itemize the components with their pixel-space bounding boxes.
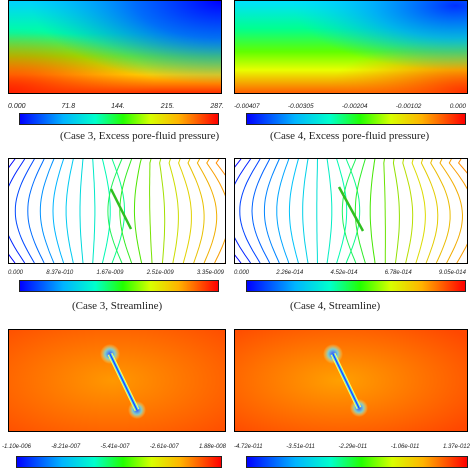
streamline	[79, 159, 84, 263]
streamline	[251, 159, 271, 263]
tick-label: 8.37e-010	[46, 270, 74, 276]
tick-label: -3.51e-011	[286, 444, 315, 450]
tick-label: 3.35e-009	[196, 270, 224, 276]
tick-label: 215.	[160, 103, 175, 110]
tick-label: 2.51e-009	[146, 270, 174, 276]
caption-case3-streamline: (Case 3, Streamline)	[72, 300, 163, 312]
colorbar-ticks-case3-pressure: 0.000 71.8 144. 215. 287.	[8, 103, 224, 110]
streamline-case3	[8, 158, 226, 264]
streamline	[302, 159, 309, 263]
streamline	[439, 159, 464, 263]
streamline	[345, 159, 361, 263]
streamline	[288, 159, 299, 263]
tick-label: -5.41e-007	[100, 444, 130, 450]
tick-label: 0.000	[8, 270, 24, 276]
tick-label: -0.00102	[395, 103, 422, 110]
streamline	[336, 159, 348, 263]
colorbar-ticks-case4-streamline: 0.000 2.26e-014 4.52e-014 6.78e-014 9.05…	[234, 270, 466, 276]
streamline	[14, 159, 35, 263]
colorbar-case4-field	[246, 456, 468, 468]
tick-label: -8.21e-007	[51, 444, 81, 450]
tick-label: 287.	[210, 103, 224, 110]
streamline	[39, 159, 55, 263]
streamline	[411, 159, 426, 263]
tick-label: 0.000	[8, 103, 26, 110]
tick-label: -0.00407	[234, 103, 260, 110]
tick-label: 71.8	[61, 103, 76, 110]
colorbar-ticks-case4-pressure: -0.00407 -0.00305 -0.00204 -0.00102 0.00…	[234, 103, 466, 110]
streamline	[354, 159, 366, 263]
colorbar-case4-streamline	[246, 280, 466, 292]
tick-label: -2.61e-007	[149, 444, 179, 450]
streamline	[9, 159, 26, 263]
streamline	[187, 159, 205, 263]
streamline	[159, 159, 166, 263]
streamline	[65, 159, 74, 263]
caption-case4-streamline: (Case 4, Streamline)	[290, 300, 381, 312]
streamline	[149, 159, 153, 263]
tick-label: 1.67e-009	[96, 270, 124, 276]
streamline-case4	[234, 158, 468, 264]
colorbar-ticks-case3-streamline: 0.000 8.37e-010 1.67e-009 2.51e-009 3.35…	[8, 270, 224, 276]
tick-label: -1.10e-006	[2, 444, 32, 450]
pressure-field-case4	[234, 0, 468, 94]
streamline	[107, 159, 123, 263]
streamline	[119, 159, 133, 263]
streamline	[326, 159, 333, 263]
tick-label: 2.26e-014	[276, 270, 304, 276]
tick-label: 0.000	[234, 270, 250, 276]
colorbar-case3-pressure	[19, 113, 219, 125]
streamline	[263, 159, 280, 263]
streamline	[27, 159, 45, 263]
streamline	[52, 159, 65, 263]
streamline	[235, 159, 252, 263]
tick-label: 1.88e-008	[198, 444, 226, 450]
tick-label: -1.06e-011	[390, 444, 420, 450]
streamline	[239, 159, 261, 263]
tick-label: 6.78e-014	[384, 270, 412, 276]
colorbar-case3-streamline	[19, 280, 219, 292]
streamline	[420, 159, 439, 263]
colorbar-case4-pressure	[246, 113, 466, 125]
streamline	[178, 159, 192, 263]
streamline	[133, 159, 143, 263]
streamline	[369, 159, 376, 263]
fault-line	[109, 188, 133, 230]
tick-label: 9.05e-014	[438, 270, 466, 276]
colorbar-ticks-case4-field: -4.72e-011 -3.51e-011 -2.29e-011 -1.06e-…	[234, 444, 470, 450]
streamline	[276, 159, 290, 263]
tick-label: 144.	[111, 103, 125, 110]
streamline	[9, 159, 16, 263]
caption-case4-pressure: (Case 4, Excess pore-fluid pressure)	[270, 130, 430, 142]
colorbar-ticks-case3-field: -1.10e-006 -8.21e-007 -5.41e-007 -2.61e-…	[2, 444, 226, 450]
streamline	[341, 159, 357, 263]
streamline	[402, 159, 414, 263]
tick-label: 1.37e-012	[442, 444, 470, 450]
streamline	[383, 159, 386, 263]
colorbar-case3-field	[16, 456, 222, 468]
tick-label: 0.000	[449, 103, 466, 110]
tick-label: 4.52e-014	[330, 270, 358, 276]
field-with-fault-case3	[8, 329, 226, 432]
pressure-field-case3	[8, 0, 222, 94]
streamline	[392, 159, 400, 263]
streamline	[430, 159, 451, 263]
field-with-fault-case4	[234, 329, 468, 432]
tick-label: -0.00204	[341, 103, 368, 110]
streamline	[196, 159, 218, 263]
tick-label: -0.00305	[287, 103, 314, 110]
tick-label: -4.72e-011	[234, 444, 263, 450]
caption-case3-pressure: (Case 3, Excess pore-fluid pressure)	[60, 130, 220, 142]
fault-line	[337, 186, 365, 232]
streamline	[92, 159, 96, 263]
streamline	[111, 159, 126, 263]
streamline	[448, 159, 467, 263]
streamline	[316, 159, 318, 263]
streamline	[101, 159, 111, 263]
streamline	[215, 159, 225, 263]
streamline	[206, 159, 225, 263]
streamline	[168, 159, 179, 263]
tick-label: -2.29e-011	[338, 444, 368, 450]
